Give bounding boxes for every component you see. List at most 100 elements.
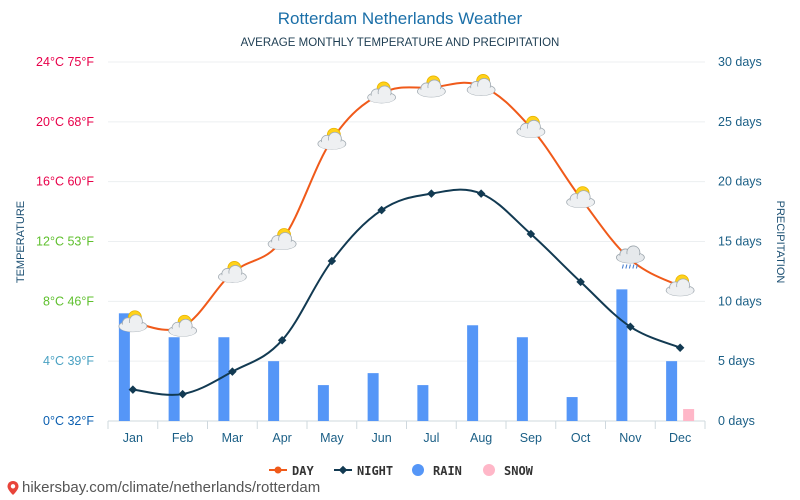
- chart-subtitle: AVERAGE MONTHLY TEMPERATURE AND PRECIPIT…: [241, 37, 560, 49]
- x-tick-label: Feb: [172, 431, 194, 445]
- partly-cloudy-icon: [367, 81, 397, 104]
- legend-marker: [338, 465, 348, 475]
- y-left-tick-label: 4°C 39°F: [43, 354, 94, 368]
- legend-item-day: DAY: [269, 464, 314, 478]
- partly-cloudy-icon: [566, 186, 596, 209]
- y-right-tick-label: 15 days: [718, 235, 762, 249]
- y-right-tick-label: 10 days: [718, 294, 762, 308]
- night-point: [228, 367, 237, 376]
- cloud-base: [667, 286, 694, 296]
- partly-cloudy-icon: [466, 74, 496, 96]
- y-left-tick-label: 16°C 60°F: [36, 175, 94, 189]
- x-tick-label: Oct: [571, 431, 591, 445]
- day-temperature-line: [132, 81, 681, 331]
- footer: hikersbay.com/climate/netherlands/rotter…: [6, 479, 320, 496]
- cloud-base: [368, 93, 395, 103]
- x-tick-label: May: [320, 431, 344, 445]
- rain-bar: [367, 373, 379, 421]
- cloud-base: [318, 140, 345, 150]
- temperature-lines: [128, 81, 685, 399]
- night-point: [128, 385, 138, 394]
- cloud-base: [418, 87, 445, 97]
- legend-item-snow: SNOW: [483, 464, 534, 478]
- x-tick-label: Mar: [222, 431, 244, 445]
- y-right-tick-label: 5 days: [718, 354, 755, 368]
- rain-bar: [168, 337, 180, 421]
- partly-cloudy-icon: [317, 127, 347, 150]
- y-left-axis-title: TEMPERATURE: [15, 201, 27, 283]
- rain-bar: [566, 397, 578, 421]
- partly-cloudy-icon: [168, 314, 198, 337]
- x-tick-label: Nov: [619, 431, 642, 445]
- x-tick-label: Dec: [669, 431, 691, 445]
- y-right-tick-label: 30 days: [718, 55, 762, 69]
- cloud-base: [269, 240, 296, 250]
- chart-title: Rotterdam Netherlands Weather: [278, 9, 523, 28]
- y-right-tick-label: 0 days: [718, 414, 755, 428]
- rain-bar: [616, 289, 628, 421]
- rain-bar: [118, 313, 130, 421]
- y-right-tick-label: 25 days: [718, 115, 762, 129]
- x-tick-label: Jul: [423, 431, 439, 445]
- night-point: [675, 343, 685, 352]
- partly-cloudy-icon: [217, 261, 247, 283]
- y-left-tick-label: 12°C 53°F: [36, 235, 94, 249]
- legend-item-night: NIGHT: [334, 464, 393, 478]
- rain-bar: [417, 385, 429, 421]
- y-left-tick-label: 0°C 32°F: [43, 414, 94, 428]
- partly-cloudy-icon: [516, 115, 546, 138]
- precipitation-bars: [118, 289, 695, 421]
- cloud-base: [119, 322, 146, 332]
- rain-drop: [632, 264, 635, 269]
- y-left-tick-label: 24°C 75°F: [36, 55, 94, 69]
- legend-marker: [483, 464, 495, 476]
- night-point: [427, 189, 436, 198]
- cloud-base: [468, 86, 495, 96]
- legend-label: DAY: [292, 464, 314, 478]
- footer-url[interactable]: hikersbay.com/climate/netherlands/rotter…: [22, 479, 321, 496]
- rain-bar: [666, 361, 678, 421]
- night-point: [327, 256, 337, 266]
- cloud-base: [617, 253, 644, 263]
- right-axis-ticks: 0 days 5 days 10 days 15 days 20 days 25 days…: [718, 55, 762, 428]
- rain-drop: [635, 264, 638, 269]
- x-tick-label: Jun: [372, 431, 392, 445]
- night-point: [476, 189, 486, 198]
- night-point: [626, 322, 635, 332]
- cloud-base: [517, 128, 544, 138]
- rain-bar: [317, 385, 329, 421]
- night-point: [377, 205, 386, 215]
- rain-drop: [621, 264, 624, 269]
- y-right-tick-label: 20 days: [718, 175, 762, 189]
- snow-bar: [683, 409, 695, 421]
- x-tick-label: Sep: [520, 431, 542, 445]
- partly-cloudy-icon: [665, 274, 695, 297]
- cloud-base: [567, 198, 594, 208]
- rain-bar: [268, 361, 280, 421]
- month-axis-ticks: Jan Feb Mar Apr May Jun Jul Aug Sep Oct Nov Dec: [123, 431, 691, 445]
- partly-cloudy-icon: [416, 75, 446, 98]
- night-point: [178, 389, 187, 399]
- x-tick-label: Apr: [272, 431, 291, 445]
- y-left-tick-label: 8°C 46°F: [43, 294, 94, 308]
- partly-cloudy-icon: [118, 310, 148, 333]
- rain-bar: [218, 337, 230, 421]
- rain-cloud-icon: [615, 245, 645, 269]
- weather-icons: [118, 74, 695, 337]
- cloud-base: [219, 273, 246, 283]
- legend-item-rain: RAIN: [412, 464, 462, 478]
- left-axis-ticks: 0°C 32°F 4°C 39°F 8°C 46°F 12°C 53°F 16°C 60…: [36, 55, 94, 428]
- cloud-base: [169, 327, 196, 337]
- rain-drop: [628, 264, 631, 269]
- rain-bar: [467, 325, 479, 421]
- y-right-axis-title: PRECIPITATION: [774, 201, 786, 284]
- night-point: [576, 277, 585, 287]
- rain-drop: [625, 264, 628, 269]
- legend-marker: [274, 466, 282, 474]
- x-tick-label: Jan: [123, 431, 143, 445]
- legend-marker: [412, 464, 424, 476]
- legend-label: SNOW: [504, 464, 534, 478]
- rain-bar: [516, 337, 528, 421]
- night-point: [277, 335, 287, 345]
